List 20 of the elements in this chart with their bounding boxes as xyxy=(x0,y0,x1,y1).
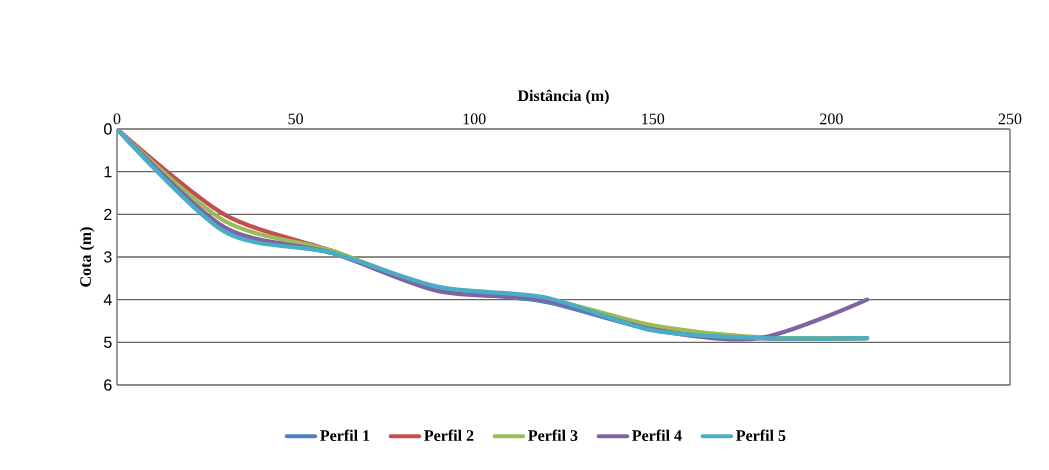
legend-label: Perfil 1 xyxy=(320,429,370,441)
y-tick-label: 6 xyxy=(104,379,112,391)
x-tick-label: 150 xyxy=(642,113,665,125)
x-tick-label: 250 xyxy=(998,113,1022,125)
x-tick-label: 50 xyxy=(288,113,303,125)
x-tick-label: 100 xyxy=(463,113,486,125)
y-tick-label: 4 xyxy=(103,294,112,306)
legend-label: Perfil 5 xyxy=(736,429,786,441)
x-tick-label: 0 xyxy=(113,113,121,125)
legend-label: Perfil 2 xyxy=(424,429,474,441)
x-tick-label: 200 xyxy=(820,113,843,125)
y-tick-label: 5 xyxy=(104,336,112,348)
x-axis-title: Distância (m) xyxy=(517,89,609,105)
y-axis-title: Cota (m) xyxy=(79,227,95,287)
legend-label: Perfil 3 xyxy=(528,429,578,441)
y-tick-label: 1 xyxy=(104,166,112,178)
y-tick-label: 3 xyxy=(104,251,112,263)
legend-label: Perfil 4 xyxy=(632,429,682,441)
y-tick-label: 2 xyxy=(104,208,112,220)
y-tick-label: 0 xyxy=(104,123,112,135)
